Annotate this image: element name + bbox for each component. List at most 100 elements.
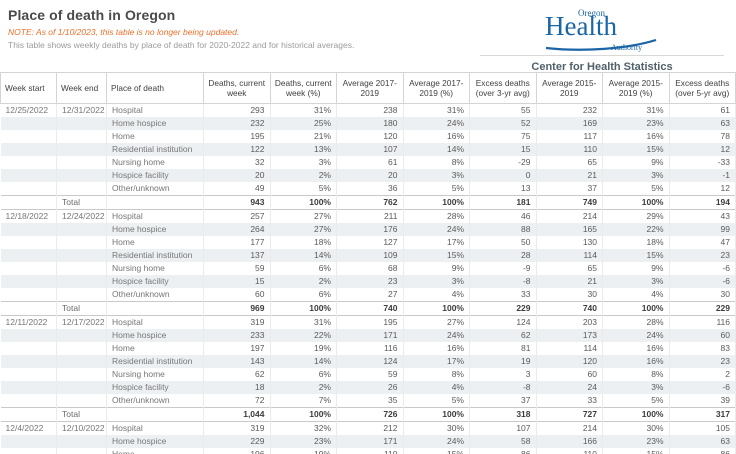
value-cell: 24% bbox=[602, 329, 670, 342]
week-start-cell bbox=[0, 288, 57, 302]
value-cell: 62 bbox=[203, 368, 271, 381]
column-header: Average 2017-2019 (%) bbox=[402, 72, 470, 104]
week-start-cell bbox=[0, 117, 57, 130]
value-cell: 4% bbox=[602, 288, 670, 302]
week-end-cell bbox=[56, 381, 107, 394]
place-cell: Hospice facility bbox=[106, 381, 204, 394]
value-cell: 257 bbox=[203, 209, 271, 223]
place-cell bbox=[106, 195, 204, 210]
value-cell: 176 bbox=[336, 223, 404, 236]
table-row: 12/18/2022 12/24/2022 Hospital 257 27% 211 28%… bbox=[0, 209, 736, 223]
column-header: Average 2015-2019 (%) bbox=[602, 72, 670, 104]
week-end-cell bbox=[56, 262, 107, 275]
value-cell: 124 bbox=[336, 355, 404, 368]
value-cell: 23% bbox=[602, 435, 670, 448]
value-cell: 16% bbox=[403, 342, 470, 355]
value-cell: 72 bbox=[203, 394, 271, 408]
value-cell: 238 bbox=[336, 103, 404, 117]
table-row: Nursing home 32 3% 61 8% -29 65 9% -33 bbox=[0, 156, 736, 169]
value-cell: 23 bbox=[669, 249, 736, 262]
week-start-cell bbox=[0, 275, 57, 288]
place-cell: Home hospice bbox=[106, 117, 204, 130]
value-cell: 68 bbox=[336, 262, 404, 275]
week-start-cell: 12/18/2022 bbox=[0, 209, 57, 223]
value-cell: 75 bbox=[469, 130, 537, 143]
column-header: Deaths, current week (%) bbox=[269, 72, 337, 104]
value-cell: 31% bbox=[602, 103, 670, 117]
total-value-cell: 100% bbox=[602, 195, 670, 210]
place-cell bbox=[106, 407, 204, 422]
value-cell: 197 bbox=[203, 342, 271, 355]
value-cell: 14% bbox=[270, 249, 337, 262]
place-cell: Hospital bbox=[106, 421, 204, 435]
table-header-row: Week start Week end Place of death Deaths, … bbox=[0, 72, 736, 104]
week-start-cell bbox=[0, 342, 57, 355]
total-value-cell: 943 bbox=[203, 195, 271, 210]
value-cell: 31% bbox=[270, 315, 337, 329]
total-value-cell: 740 bbox=[336, 301, 404, 316]
value-cell: 3 bbox=[469, 368, 537, 381]
week-start-cell bbox=[0, 143, 57, 156]
value-cell: 116 bbox=[336, 342, 404, 355]
week-start-cell bbox=[0, 368, 57, 381]
place-cell: Home hospice bbox=[106, 329, 204, 342]
place-cell: Other/unknown bbox=[106, 288, 204, 302]
week-end-cell bbox=[56, 288, 107, 302]
value-cell: 25% bbox=[270, 117, 337, 130]
week-end-cell bbox=[56, 435, 107, 448]
table-row: Other/unknown 60 6% 27 4% 33 30 4% 30 bbox=[0, 288, 736, 302]
page-title: Place of death in Oregon bbox=[8, 7, 176, 23]
value-cell: 6% bbox=[270, 288, 337, 302]
total-value-cell: 100% bbox=[602, 407, 670, 422]
table-row: Home 196 19% 110 15% 86 110 15% 86 bbox=[0, 448, 736, 454]
total-value-cell: 194 bbox=[669, 195, 736, 210]
value-cell: 122 bbox=[203, 143, 271, 156]
value-cell: 14% bbox=[270, 355, 337, 368]
value-cell: 22% bbox=[270, 329, 337, 342]
table-row: Other/unknown 49 5% 36 5% 13 37 5% 12 bbox=[0, 182, 736, 196]
place-cell: Hospital bbox=[106, 103, 204, 117]
place-cell bbox=[106, 301, 204, 316]
total-value-cell: 317 bbox=[669, 407, 736, 422]
value-cell: 39 bbox=[669, 394, 736, 408]
week-start-cell: 12/11/2022 bbox=[0, 315, 57, 329]
table-row: Hospice facility 20 2% 20 3% 0 21 3% -1 bbox=[0, 169, 736, 182]
value-cell: 20 bbox=[336, 169, 404, 182]
week-end-cell bbox=[56, 236, 107, 249]
value-cell: 165 bbox=[536, 223, 603, 236]
week-start-cell bbox=[0, 262, 57, 275]
place-cell: Other/unknown bbox=[106, 182, 204, 196]
value-cell: 195 bbox=[336, 315, 404, 329]
update-note: NOTE: As of 1/10/2023, this table is no … bbox=[8, 27, 240, 37]
logo-swoosh-icon bbox=[545, 39, 657, 51]
value-cell: 46 bbox=[469, 209, 537, 223]
table-row: 12/11/2022 12/17/2022 Hospital 319 31% 195 27%… bbox=[0, 315, 736, 329]
value-cell: 319 bbox=[203, 421, 271, 435]
place-cell: Residential institution bbox=[106, 143, 204, 156]
value-cell: 116 bbox=[669, 315, 736, 329]
value-cell: 61 bbox=[336, 156, 404, 169]
total-value-cell: 100% bbox=[270, 407, 337, 422]
value-cell: 15% bbox=[602, 249, 670, 262]
value-cell: 6% bbox=[270, 262, 337, 275]
place-cell: Home bbox=[106, 448, 204, 454]
week-end-cell bbox=[56, 143, 107, 156]
value-cell: 180 bbox=[336, 117, 404, 130]
value-cell: 28% bbox=[403, 209, 470, 223]
value-cell: 20 bbox=[203, 169, 271, 182]
value-cell: 105 bbox=[669, 421, 736, 435]
value-cell: 28% bbox=[602, 315, 670, 329]
value-cell: 33 bbox=[536, 394, 603, 408]
value-cell: 47 bbox=[669, 236, 736, 249]
week-end-cell bbox=[56, 182, 107, 196]
value-cell: 19% bbox=[270, 342, 337, 355]
value-cell: 107 bbox=[336, 143, 404, 156]
value-cell: 124 bbox=[469, 315, 537, 329]
table-row: Home hospice 233 22% 171 24% 62 173 24% 60 bbox=[0, 329, 736, 342]
value-cell: 8% bbox=[403, 156, 470, 169]
value-cell: 55 bbox=[469, 103, 537, 117]
total-value-cell: 749 bbox=[536, 195, 603, 210]
value-cell: 59 bbox=[336, 368, 404, 381]
value-cell: 107 bbox=[469, 421, 537, 435]
